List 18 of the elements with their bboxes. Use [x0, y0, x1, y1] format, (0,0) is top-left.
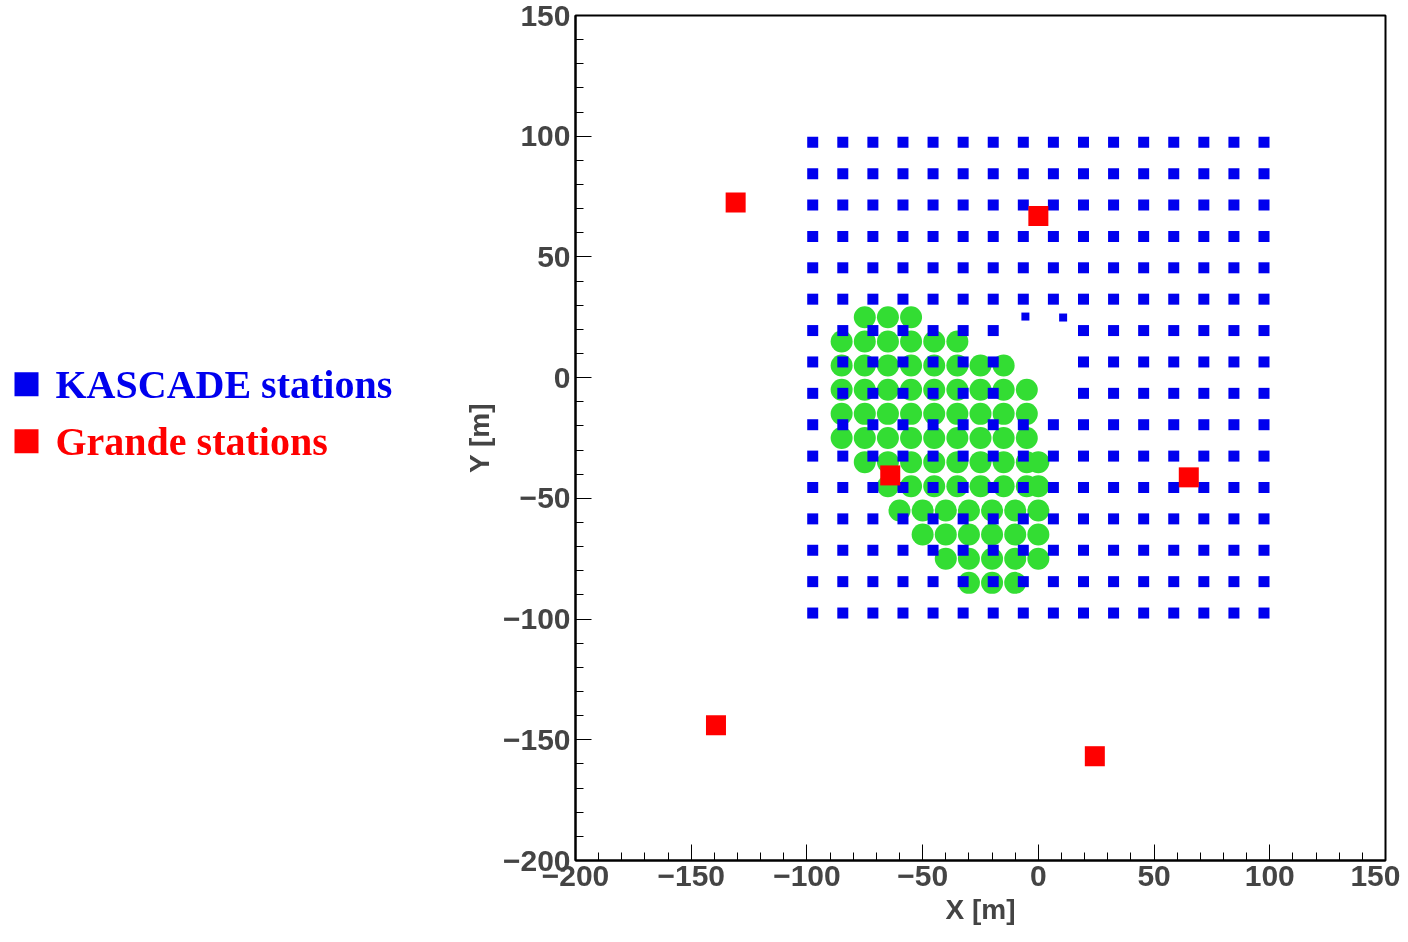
- x-tick-label: −100: [773, 858, 841, 892]
- y-tick-label: −150: [502, 722, 571, 756]
- x-tick-label: 100: [1244, 858, 1295, 892]
- legend-label: Grande stations: [55, 418, 328, 464]
- y-tick-label: −50: [519, 481, 571, 515]
- x-tick-label: −150: [657, 858, 726, 892]
- x-tick-label: 0: [1030, 858, 1047, 892]
- y-tick-label: 50: [537, 239, 571, 273]
- legend-label: KASCADE stations: [55, 361, 393, 407]
- y-tick-label: −100: [502, 602, 571, 636]
- y-tick-label: 100: [520, 119, 571, 153]
- x-tick-label: −50: [897, 858, 949, 892]
- x-tick-label: 150: [1350, 858, 1401, 892]
- x-axis-title: X [m]: [945, 893, 1016, 925]
- y-tick-label: 150: [520, 0, 571, 32]
- x-tick-label: 50: [1137, 858, 1171, 892]
- y-axis-title: Y [m]: [463, 403, 495, 473]
- y-tick-label: 0: [553, 360, 571, 394]
